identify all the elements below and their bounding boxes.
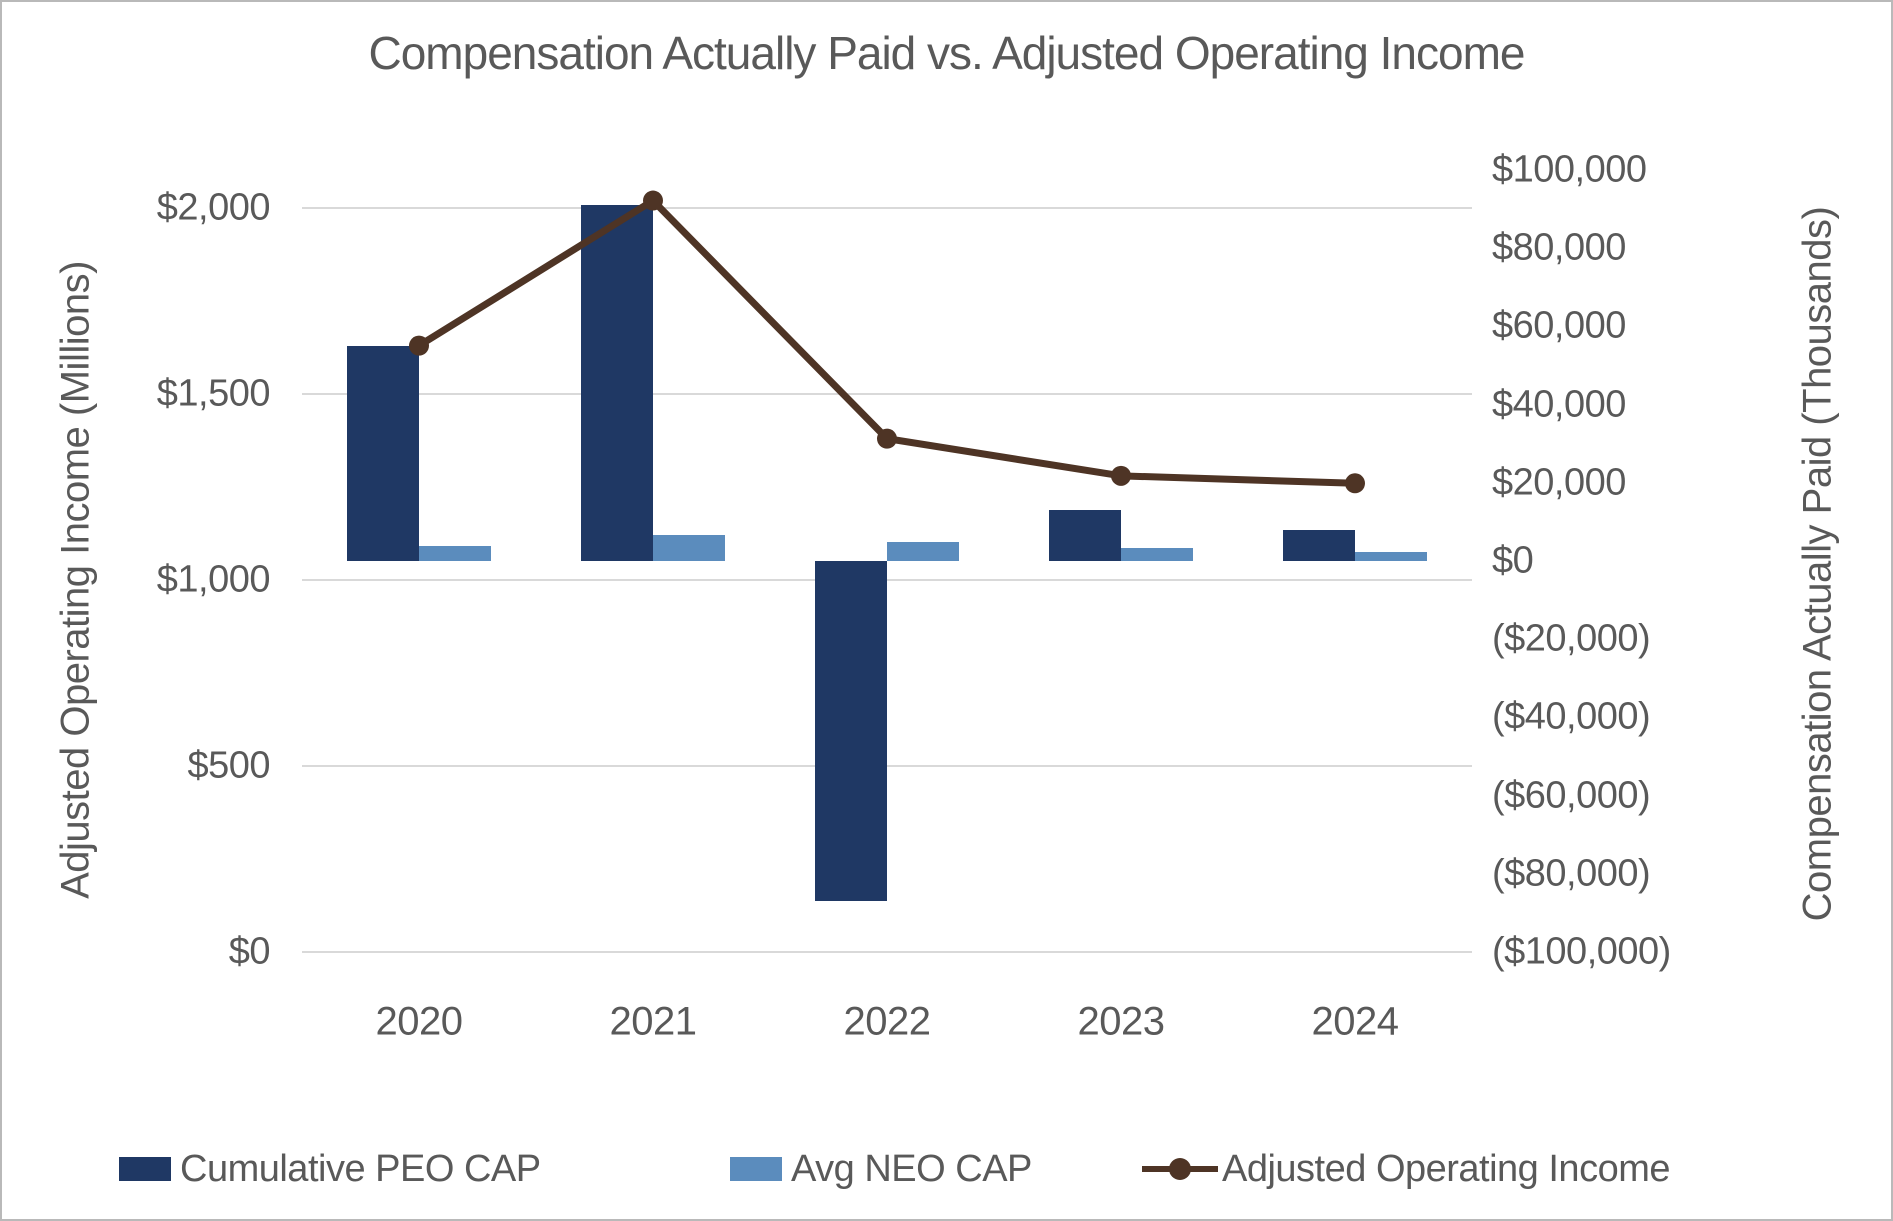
right-axis-tick-label: $60,000: [1492, 304, 1626, 347]
x-axis-label-2020: 2020: [375, 999, 463, 1044]
bar-cumulative-peo-cap-2023: [1049, 510, 1121, 561]
bar-cumulative-peo-cap-2021: [581, 205, 653, 561]
gridline: [302, 207, 1472, 209]
legend-label: Avg NEO CAP: [791, 1147, 1032, 1190]
bar-avg-neo-cap-2023: [1121, 548, 1193, 561]
gridline: [302, 579, 1472, 581]
bar-avg-neo-cap-2024: [1355, 552, 1427, 561]
legend-item-adjusted-operating-income: Adjusted Operating Income: [1142, 1146, 1671, 1192]
right-axis-tick-label: ($20,000): [1492, 617, 1651, 660]
bar-avg-neo-cap-2022: [887, 541, 959, 561]
aoi-line-marker-2022: [877, 428, 897, 449]
legend-swatch-icon: [730, 1157, 782, 1181]
legend-item-avg-neo-cap: Avg NEO CAP: [730, 1146, 1032, 1192]
right-axis-tick-label: $80,000: [1492, 226, 1626, 269]
right-axis-tick-label: $20,000: [1492, 461, 1626, 504]
legend-label: Cumulative PEO CAP: [180, 1147, 541, 1190]
right-axis-tick-label: $40,000: [1492, 383, 1626, 426]
left-axis-tick-label: $0: [228, 930, 271, 973]
left-axis-tick-label: $1,000: [156, 558, 271, 601]
legend-item-cumulative-peo-cap: Cumulative PEO CAP: [119, 1146, 541, 1192]
legend-line-dot-icon: [1169, 1158, 1191, 1180]
right-axis-tick-label: ($40,000): [1492, 695, 1651, 738]
gridline: [302, 765, 1472, 767]
bar-avg-neo-cap-2020: [419, 546, 491, 561]
right-axis-title: Compensation Actually Paid (Thousands): [1795, 206, 1840, 922]
x-axis-label-2024: 2024: [1311, 999, 1399, 1044]
bar-cumulative-peo-cap-2024: [1283, 529, 1355, 561]
left-axis-tick-label: $1,500: [156, 372, 271, 415]
aoi-line-marker-2023: [1111, 465, 1131, 486]
legend-label: Adjusted Operating Income: [1222, 1147, 1671, 1190]
bar-cumulative-peo-cap-2020: [347, 345, 419, 561]
right-axis-tick-label: $100,000: [1492, 148, 1647, 191]
x-axis-label-2021: 2021: [609, 999, 697, 1044]
gridline: [302, 393, 1472, 395]
right-axis-tick-label: ($60,000): [1492, 774, 1651, 817]
left-axis-tick-label: $500: [187, 744, 270, 787]
right-axis-tick-label: ($80,000): [1492, 852, 1651, 895]
bar-cumulative-peo-cap-2022: [815, 561, 887, 902]
left-axis-tick-label: $2,000: [156, 186, 271, 229]
x-axis-label-2023: 2023: [1077, 999, 1165, 1044]
aoi-line-marker-2024: [1345, 473, 1365, 494]
bar-avg-neo-cap-2021: [653, 534, 725, 561]
aoi-line: [415, 197, 1359, 487]
legend-line-marker-icon: [1142, 1158, 1218, 1180]
legend-swatch-icon: [119, 1157, 171, 1181]
right-axis-tick-label: $0: [1492, 539, 1534, 582]
chart-title: Compensation Actually Paid vs. Adjusted …: [368, 27, 1525, 79]
right-axis-tick-label: ($100,000): [1492, 930, 1671, 973]
gridline: [302, 951, 1472, 953]
x-axis-label-2022: 2022: [843, 999, 931, 1044]
